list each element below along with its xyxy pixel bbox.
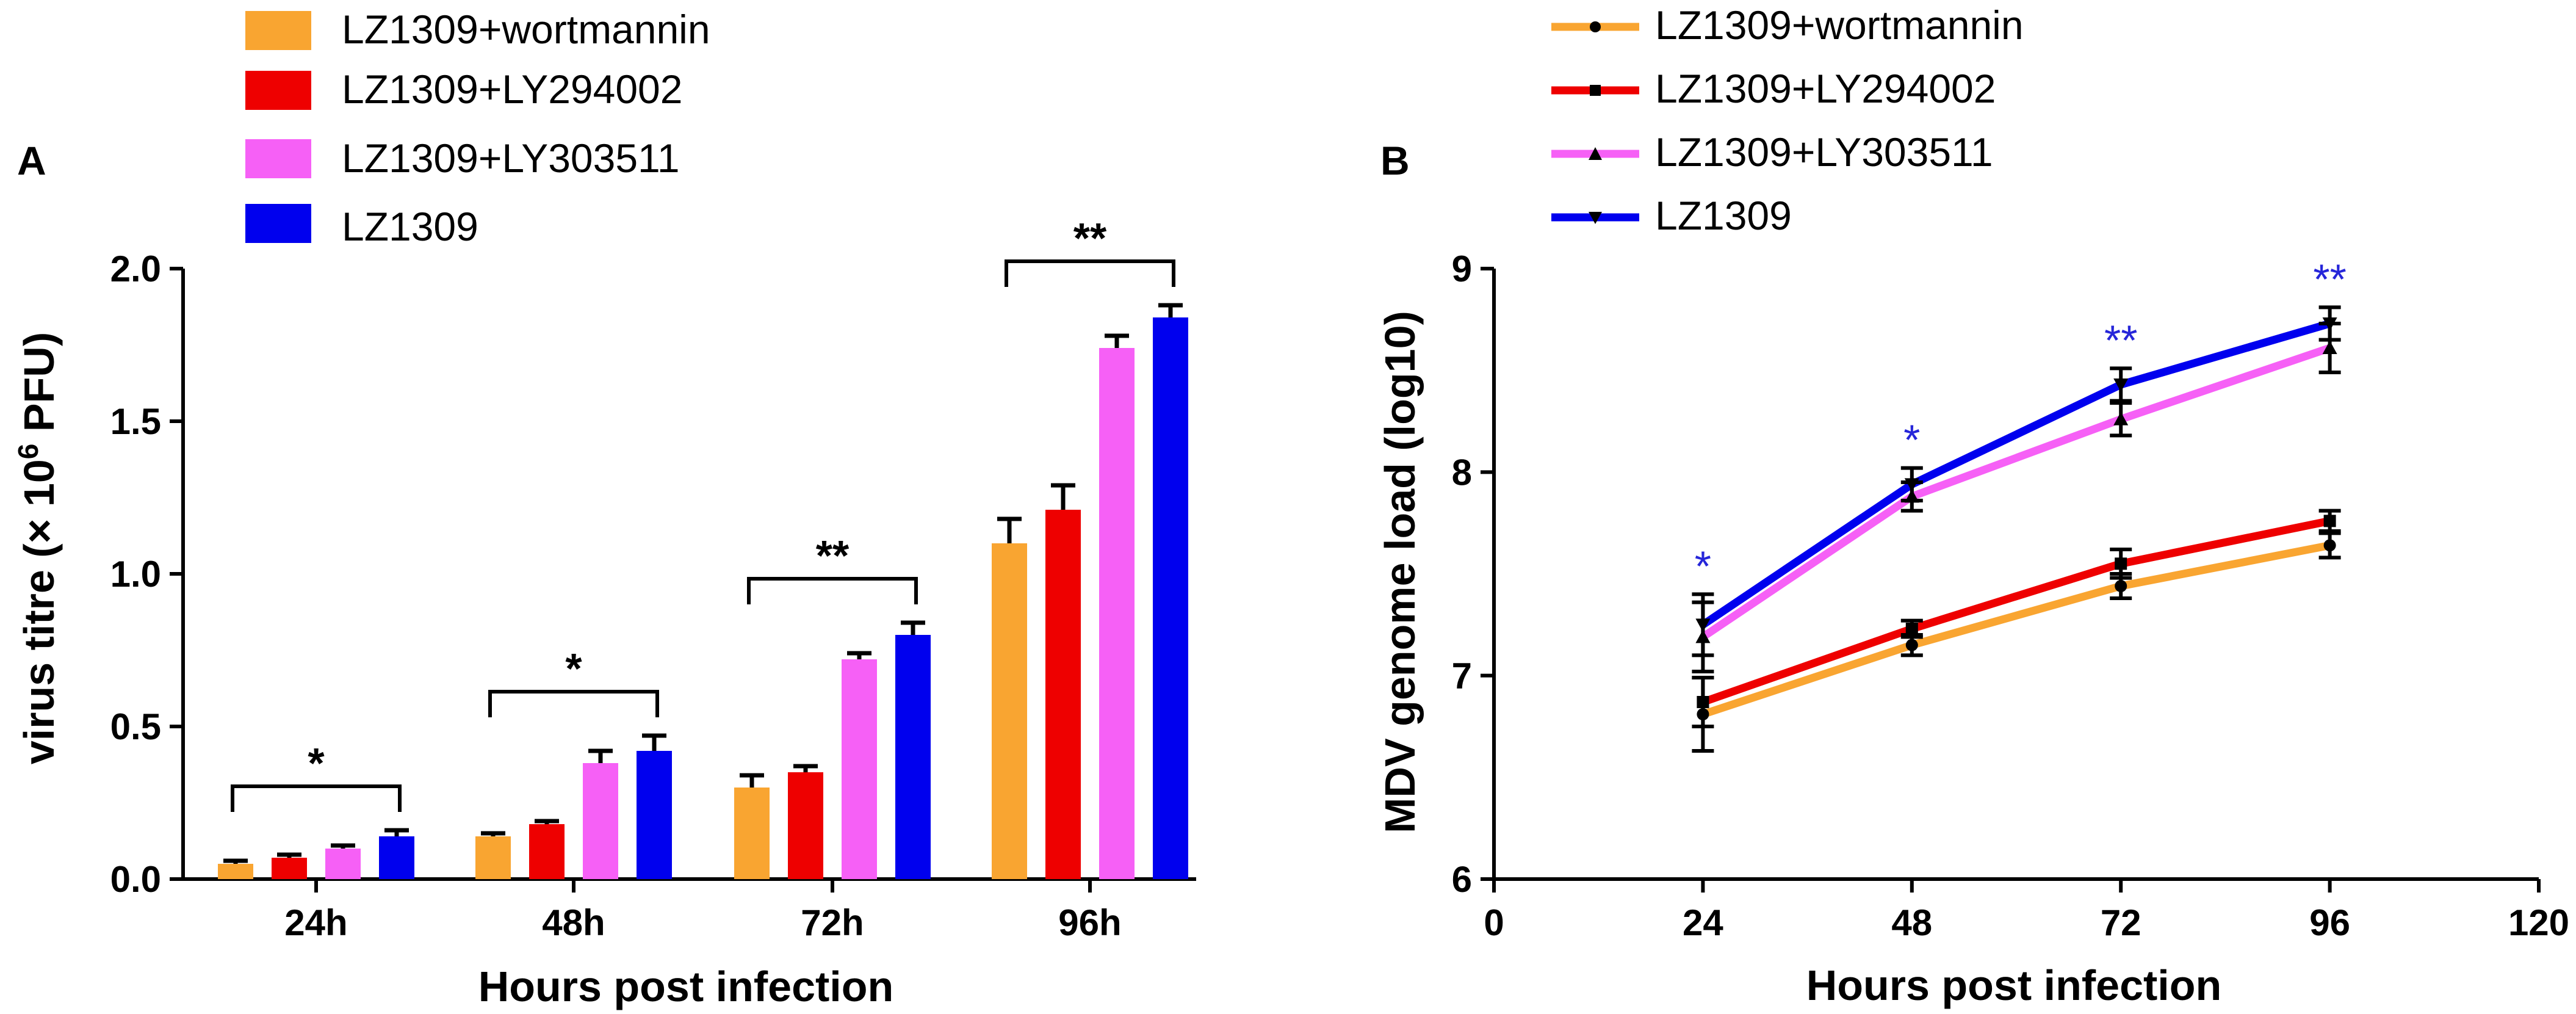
legend-a-label-0: LZ1309+wortmannin — [342, 7, 710, 52]
legend-b-entry-0: LZ1309+wortmannin — [1551, 2, 2024, 48]
panel-b-y-tick-label: 9 — [1452, 248, 1472, 289]
panel-a-y-tick-label: 1.0 — [110, 554, 161, 595]
panel-b-data-point — [2113, 411, 2129, 426]
panel-a-significance-bracket — [488, 690, 659, 717]
panel-a-significance-label: * — [565, 645, 582, 692]
panel-b-x-tick-label: 0 — [1484, 902, 1504, 943]
legend-a-label-3: LZ1309 — [342, 204, 478, 249]
panel-b-y-tick-label: 8 — [1452, 452, 1472, 493]
panel-a-y-tick-label: 0.0 — [110, 859, 161, 900]
panel-a-bar — [734, 788, 770, 879]
legend-b-marker-2 — [1589, 147, 1602, 160]
legend-a-swatch-1 — [245, 71, 311, 110]
panel-a-bar — [1099, 348, 1135, 879]
panel-a-y-tick-label: 2.0 — [110, 248, 161, 289]
panel-a-x-tick-label: 72h — [801, 902, 864, 943]
panel-a-x-tick-label: 96h — [1058, 902, 1121, 943]
panel-b-data-point — [1905, 639, 1918, 651]
panel-b-data-point — [2323, 539, 2336, 552]
panel-a-significance-label: ** — [1073, 214, 1107, 262]
panel-b-data-point — [2115, 557, 2127, 570]
legend-b-label-2: LZ1309+LY303511 — [1655, 129, 1993, 175]
panel-b-data-point — [2322, 317, 2337, 331]
legend-a-swatch-0 — [245, 11, 311, 50]
panel-a-bar — [842, 659, 877, 879]
legend-b-label-1: LZ1309+LY294002 — [1655, 66, 1996, 111]
panel-b-letter: B — [1380, 138, 1410, 183]
panel-a-bar — [1153, 317, 1188, 879]
panel-a-significance-label: * — [308, 739, 325, 787]
panel-a-significance-bracket — [747, 577, 918, 604]
panel-b-line-chart: LZ1309+wortmannin LZ1309+LY294002 LZ1309… — [1376, 2, 2569, 1009]
legend-b-entry-1: LZ1309+LY294002 — [1551, 66, 1996, 111]
panel-a-letter: A — [17, 138, 46, 183]
panel-a-bar — [218, 864, 253, 879]
panel-b-y-tick-label: 7 — [1452, 656, 1472, 697]
legend-a-swatch-3 — [245, 204, 311, 243]
panel-b-data-point — [1695, 618, 1711, 632]
panel-b-y-tick-label: 6 — [1452, 859, 1472, 900]
panel-b-data-point — [1697, 696, 1709, 708]
panel-b-series-line — [1700, 344, 2331, 640]
panel-b-data-point — [2323, 515, 2336, 527]
panel-a-legend: LZ1309+wortmannin LZ1309+LY294002 LZ1309… — [245, 7, 710, 249]
panel-b-legend: LZ1309+wortmannin LZ1309+LY294002 LZ1309… — [1551, 2, 2024, 238]
panel-a-bar — [475, 836, 511, 879]
panel-b-significance-label: ** — [2104, 316, 2137, 364]
panel-a-bar — [325, 849, 361, 879]
panel-b-series-line — [1700, 319, 2331, 628]
panel-a-y-tick-label: 1.5 — [110, 401, 161, 442]
panel-a-significance-label: ** — [816, 532, 850, 579]
panel-a-bar — [272, 858, 307, 879]
panel-b-data-point — [2322, 341, 2337, 354]
panel-a-bar — [583, 763, 618, 879]
panel-b-x-tick-label: 96 — [2309, 902, 2350, 943]
panel-b-series-line — [1701, 541, 2331, 719]
panel-b-y-axis-title: MDV genome load (log10) — [1376, 311, 1424, 833]
legend-b-entry-2: LZ1309+LY303511 — [1551, 129, 1993, 175]
panel-a-ylabel-superscript: 6 — [12, 444, 44, 460]
panel-a-significance-bracket — [231, 784, 402, 812]
panel-a-ylabel-part-0: virus titre (× 10 — [15, 459, 63, 764]
legend-a-label-2: LZ1309+LY303511 — [342, 136, 680, 181]
panel-b-data-point — [2113, 378, 2129, 392]
legend-b-label-3: LZ1309 — [1655, 193, 1792, 238]
panel-a-y-axis-title: virus titre (× 106 PFU) — [12, 332, 63, 764]
legend-b-marker-3 — [1589, 212, 1602, 224]
panel-a-bar — [992, 543, 1027, 879]
panel-a-ylabel-part-2: PFU) — [15, 332, 63, 444]
panel-a-x-axis-title: Hours post infection — [478, 963, 894, 1010]
legend-b-entry-3: LZ1309 — [1551, 193, 1792, 238]
panel-a-bar — [529, 824, 565, 879]
panel-a-bar — [379, 836, 414, 879]
panel-b-x-tick-label: 24 — [1683, 902, 1723, 943]
legend-a-swatch-2 — [245, 139, 311, 178]
panel-b-x-tick-label: 48 — [1891, 902, 1932, 943]
panel-a-bar-chart: LZ1309+wortmannin LZ1309+LY294002 LZ1309… — [12, 7, 1196, 1010]
legend-a-label-1: LZ1309+LY294002 — [342, 67, 682, 112]
panel-a-bar — [895, 635, 931, 879]
legend-b-label-0: LZ1309+wortmannin — [1655, 2, 2024, 48]
panel-b-series-line — [1701, 516, 2331, 706]
panel-b-data-point — [1905, 623, 1918, 635]
panel-a-significance-bracket — [1005, 259, 1175, 287]
panel-a-bar — [1045, 510, 1081, 879]
panel-b-significance-label: * — [1903, 416, 1920, 464]
panel-b-data-point — [2115, 580, 2127, 592]
panel-a-plot-area: 0.0 0.5 1.0 1.5 2.0 24h * 48h * 72h ** 96h ** — [110, 214, 1196, 943]
panel-b-x-tick-label: 72 — [2101, 902, 2141, 943]
panel-a-x-tick-label: 24h — [284, 902, 347, 943]
legend-b-marker-1 — [1590, 85, 1601, 96]
legend-b-marker-0 — [1590, 21, 1601, 32]
panel-b-data-point — [1904, 478, 1919, 492]
panel-a-bar — [637, 751, 672, 879]
panel-b-significance-label: * — [1695, 542, 1711, 590]
panel-b-x-axis-title: Hours post infection — [1806, 961, 2222, 1009]
panel-b-x-tick-label: 120 — [2508, 902, 2569, 943]
panel-a-x-tick-label: 48h — [542, 902, 605, 943]
panel-a-bar — [788, 772, 823, 879]
panel-b-significance-label: ** — [2313, 255, 2346, 303]
panel-a-y-tick-label: 0.5 — [110, 706, 161, 747]
